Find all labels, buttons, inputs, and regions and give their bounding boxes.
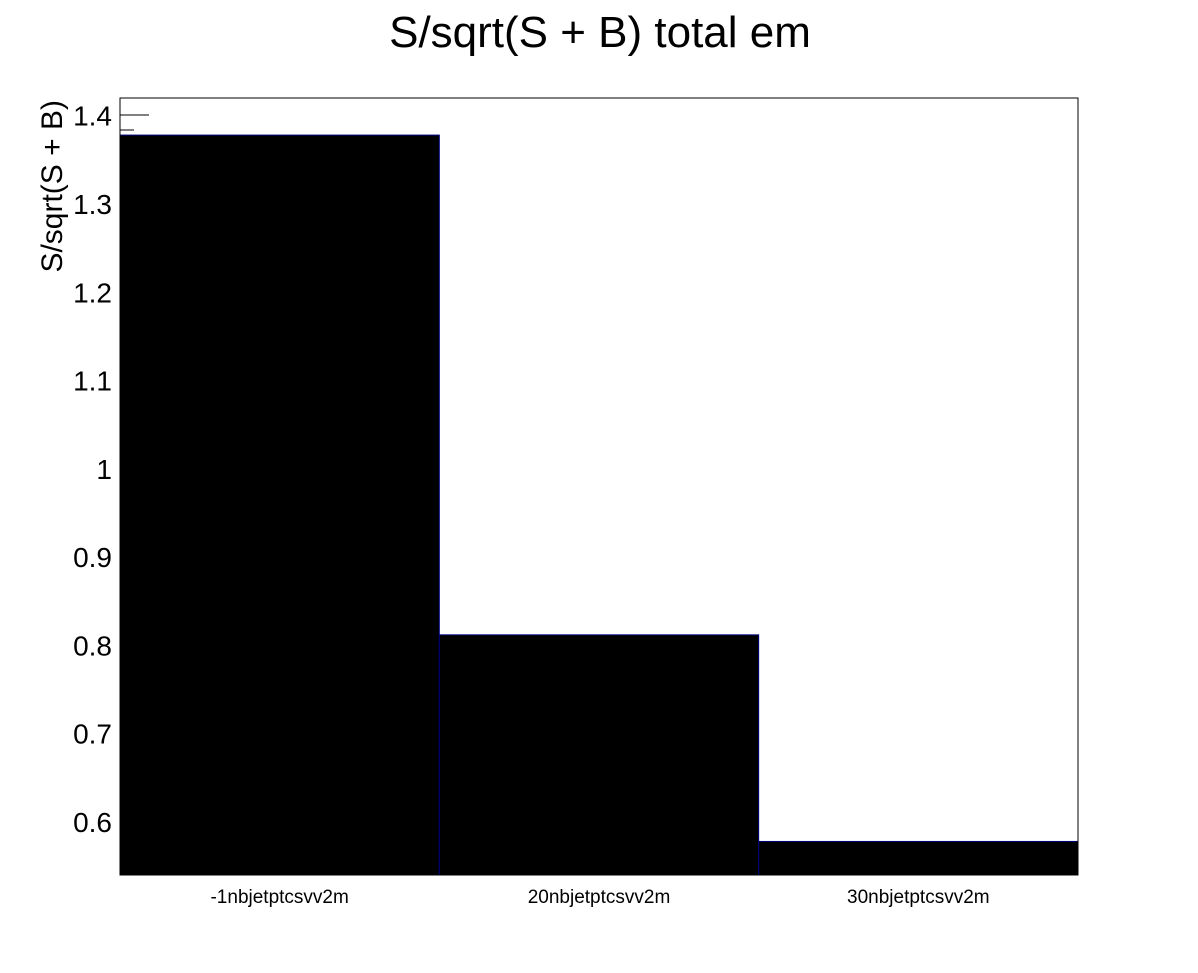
bar-1	[119, 134, 440, 876]
chart-title: S/sqrt(S + B) total em	[389, 8, 811, 57]
y-tick-label: 1.4	[73, 101, 112, 132]
bar-3	[758, 840, 1079, 876]
y-tick-label: 0.7	[73, 719, 112, 750]
y-axis-ticks: 0.6 0.7 0.8 0.9 1 1.1 1.2 1.3 1.4	[73, 101, 112, 838]
bars	[119, 134, 1079, 876]
plot-frame	[119, 97, 1079, 876]
y-tick-label: 0.9	[73, 542, 112, 573]
x-axis-category-labels: -1nbjetptcsvv2m 20nbjetptcsvv2m 30nbjetptc…	[210, 887, 989, 908]
y-tick-label: 1.1	[73, 366, 112, 397]
x-category-label: 30nbjetptcsvv2m	[847, 887, 990, 908]
y-tick-label: 1.2	[73, 277, 112, 308]
x-category-label: 20nbjetptcsvv2m	[528, 887, 671, 908]
y-tick-label: 1	[96, 454, 112, 485]
x-category-label: -1nbjetptcsvv2m	[210, 887, 348, 908]
legend-stub	[120, 114, 149, 131]
y-tick-label: 0.8	[73, 630, 112, 661]
y-tick-label: 0.6	[73, 807, 112, 838]
y-tick-label: 1.3	[73, 189, 112, 220]
bar-2	[438, 634, 760, 876]
y-axis-label: S/sqrt(S + B)	[36, 100, 69, 273]
